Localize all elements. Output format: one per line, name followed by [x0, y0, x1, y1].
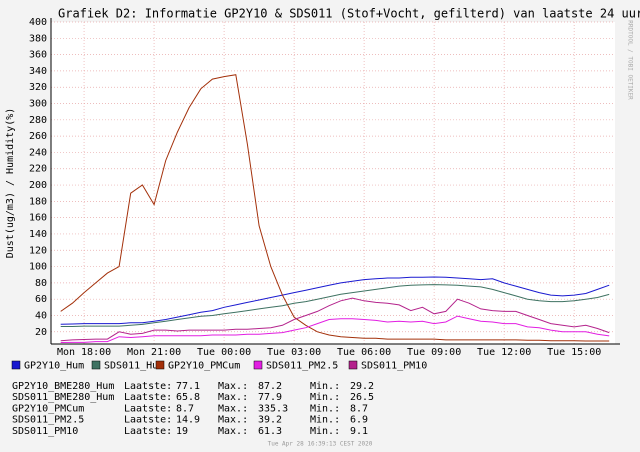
- stat-label: Max.:: [218, 381, 248, 392]
- stat-label: Laatste:: [124, 426, 172, 437]
- stat-value: 6.9: [350, 415, 368, 426]
- y-tick-label: 360: [29, 50, 47, 61]
- stat-label: Min.:: [310, 392, 340, 403]
- y-tick-label: 400: [29, 17, 47, 28]
- y-tick-label: 120: [29, 245, 47, 256]
- timestamp: Tue Apr 28 16:39:13 CEST 2020: [268, 441, 373, 448]
- x-tick-label: Tue 03:00: [267, 347, 321, 358]
- plot-area: [51, 22, 615, 344]
- stat-value: 14.9: [176, 415, 200, 426]
- grid: 20 40 60 80 100 120 140 160 180 200 220 240 260 280 30…: [29, 17, 615, 358]
- stat-label: Min.:: [310, 381, 340, 392]
- x-tick-label: Tue 15:00: [547, 347, 601, 358]
- legend-label: GP2Y10_Hum: [24, 361, 84, 372]
- stat-label: Max.:: [218, 392, 248, 403]
- stat-label: Laatste:: [124, 392, 172, 403]
- legend-swatch: [11, 360, 21, 370]
- y-tick-label: 260: [29, 131, 47, 142]
- legend-label: SDS011_PM2.5: [266, 361, 338, 372]
- legend-swatch: [91, 360, 101, 370]
- watermark: RRDTOOL / TOBI OETIKER: [627, 20, 634, 100]
- series-lines: [60, 74, 610, 343]
- legend-label: GP2Y10_PMCum: [168, 361, 240, 372]
- x-tick-label: Tue 00:00: [197, 347, 251, 358]
- stat-name: GP2Y10_PMCum: [12, 403, 84, 414]
- series-line: [60, 315, 610, 343]
- chart-title: Grafiek D2: Informatie GP2Y10 & SDS011 (…: [58, 7, 640, 21]
- y-tick-label: 140: [29, 229, 47, 240]
- stat-name: SDS011_PM2.5: [12, 415, 84, 426]
- y-tick-label: 280: [29, 115, 47, 126]
- series-line: [60, 297, 610, 342]
- legend-swatch: [155, 360, 165, 370]
- y-tick-label: 300: [29, 99, 47, 110]
- y-tick-label: 160: [29, 213, 47, 224]
- stat-value: 61.3: [258, 426, 282, 437]
- legend-swatch: [253, 360, 263, 370]
- legend-swatch: [348, 360, 358, 370]
- y-tick-label: 20: [35, 327, 47, 338]
- stats-table: GP2Y10_BME280_Hum Laatste: 77.1 Max.: 87.2 Mi…: [12, 381, 374, 437]
- stat-label: Max.:: [218, 415, 248, 426]
- stat-value: 87.2: [258, 381, 282, 392]
- y-tick-label: 320: [29, 82, 47, 93]
- stat-label: Max.:: [218, 403, 248, 414]
- y-tick-label: 380: [29, 33, 47, 44]
- series-line: [60, 74, 610, 342]
- y-tick-label: 240: [29, 147, 47, 158]
- stat-label: Laatste:: [124, 415, 172, 426]
- x-tick-label: Tue 12:00: [477, 347, 531, 358]
- x-tick-label: Mon 18:00: [57, 347, 111, 358]
- x-tick-label: Mon 21:00: [127, 347, 181, 358]
- stat-label: Max.:: [218, 426, 248, 437]
- y-tick-label: 200: [29, 180, 47, 191]
- stat-name: GP2Y10_BME280_Hum: [12, 381, 114, 392]
- stat-value: 29.2: [350, 381, 374, 392]
- y-tick-label: 340: [29, 66, 47, 77]
- stat-label: Laatste:: [124, 403, 172, 414]
- legend: GP2Y10_Hum SDS011_Hum GP2Y10_PMCum SDS011_P…: [11, 360, 427, 372]
- stat-value: 8.7: [350, 403, 368, 414]
- y-axis-label: Dust(ug/m3) / Humidity(%): [5, 108, 16, 259]
- stat-value: 39.2: [258, 415, 282, 426]
- y-tick-label: 180: [29, 196, 47, 207]
- legend-label: SDS011_PM10: [361, 361, 427, 372]
- x-tick-label: Tue 06:00: [337, 347, 391, 358]
- stat-label: Min.:: [310, 426, 340, 437]
- stat-value: 26.5: [350, 392, 374, 403]
- stat-value: 19: [176, 426, 188, 437]
- stat-value: 65.8: [176, 392, 200, 403]
- stat-label: Min.:: [310, 403, 340, 414]
- y-tick-label: 220: [29, 164, 47, 175]
- series-line: [60, 276, 610, 325]
- x-tick-label: Tue 09:00: [407, 347, 461, 358]
- stat-value: 335.3: [258, 403, 288, 414]
- stat-value: 9.1: [350, 426, 368, 437]
- y-tick-label: 80: [35, 278, 47, 289]
- series-line: [60, 284, 610, 327]
- legend-label: SDS011_Hum: [104, 361, 164, 372]
- y-tick-label: 40: [35, 310, 47, 321]
- stat-name: SDS011_BME280_Hum: [12, 392, 114, 403]
- stat-label: Laatste:: [124, 381, 172, 392]
- stat-value: 8.7: [176, 403, 194, 414]
- stat-value: 77.9: [258, 392, 282, 403]
- y-tick-label: 60: [35, 294, 47, 305]
- stat-name: SDS011_PM10: [12, 426, 78, 437]
- stat-value: 77.1: [176, 381, 200, 392]
- y-tick-label: 100: [29, 262, 47, 273]
- stat-label: Min.:: [310, 415, 340, 426]
